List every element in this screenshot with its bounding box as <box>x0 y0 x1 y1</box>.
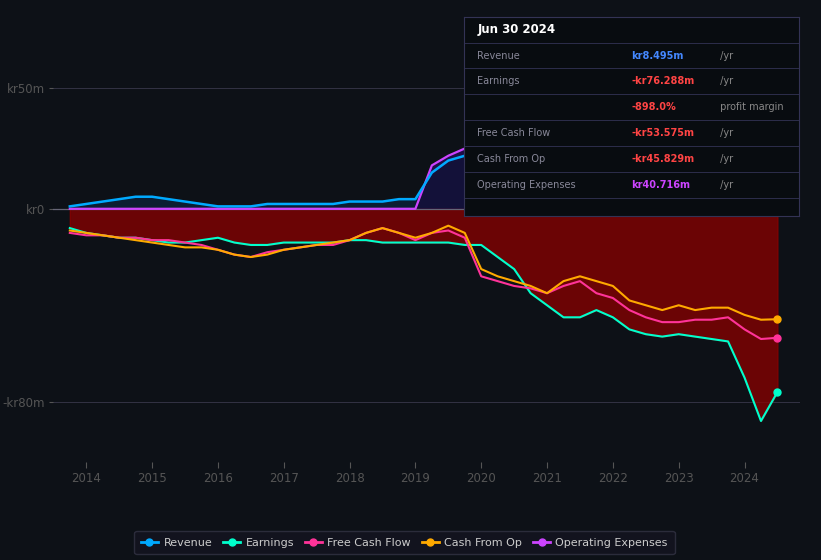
Text: /yr: /yr <box>717 180 733 190</box>
Text: profit margin: profit margin <box>717 102 783 112</box>
Text: Revenue: Revenue <box>477 50 520 60</box>
Text: Free Cash Flow: Free Cash Flow <box>477 128 551 138</box>
Text: /yr: /yr <box>717 128 733 138</box>
Text: kr8.495m: kr8.495m <box>631 50 684 60</box>
Text: Jun 30 2024: Jun 30 2024 <box>477 23 555 36</box>
Text: -kr53.575m: -kr53.575m <box>631 128 695 138</box>
Text: /yr: /yr <box>717 50 733 60</box>
Text: Cash From Op: Cash From Op <box>477 154 545 164</box>
Legend: Revenue, Earnings, Free Cash Flow, Cash From Op, Operating Expenses: Revenue, Earnings, Free Cash Flow, Cash … <box>135 531 675 554</box>
Text: Earnings: Earnings <box>477 76 520 86</box>
Text: -898.0%: -898.0% <box>631 102 677 112</box>
Text: Operating Expenses: Operating Expenses <box>477 180 576 190</box>
Text: /yr: /yr <box>717 154 733 164</box>
Text: /yr: /yr <box>717 76 733 86</box>
Text: kr40.716m: kr40.716m <box>631 180 690 190</box>
Text: -kr45.829m: -kr45.829m <box>631 154 695 164</box>
Text: -kr76.288m: -kr76.288m <box>631 76 695 86</box>
